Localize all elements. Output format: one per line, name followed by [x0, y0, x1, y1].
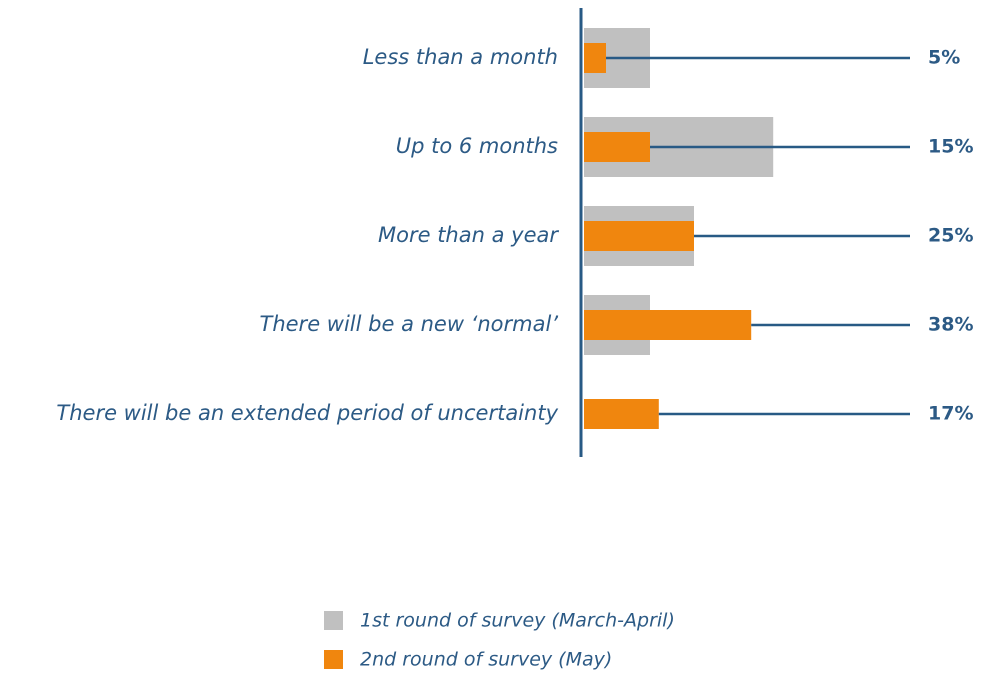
value-label: 25%	[928, 225, 973, 247]
value-label: 15%	[928, 136, 973, 158]
bar	[584, 310, 752, 340]
category-label: There will be an extended period of unce…	[56, 401, 558, 425]
bar	[584, 132, 650, 162]
category-label: Less than a month	[363, 45, 558, 69]
bar	[584, 221, 694, 251]
legend-label: 2nd round of survey (May)	[360, 649, 612, 671]
value-label: 5%	[928, 47, 960, 69]
value-label: 17%	[928, 403, 973, 425]
category-label: More than a year	[378, 223, 559, 247]
category-label: There will be a new ‘normal’	[260, 312, 559, 336]
category-label: Up to 6 months	[396, 134, 558, 158]
legend-swatch	[324, 650, 343, 669]
legend-label: 1st round of survey (March-April)	[360, 610, 675, 632]
bar	[584, 399, 659, 429]
bar	[584, 43, 606, 73]
legend-swatch	[324, 611, 343, 630]
value-label: 38%	[928, 314, 973, 336]
